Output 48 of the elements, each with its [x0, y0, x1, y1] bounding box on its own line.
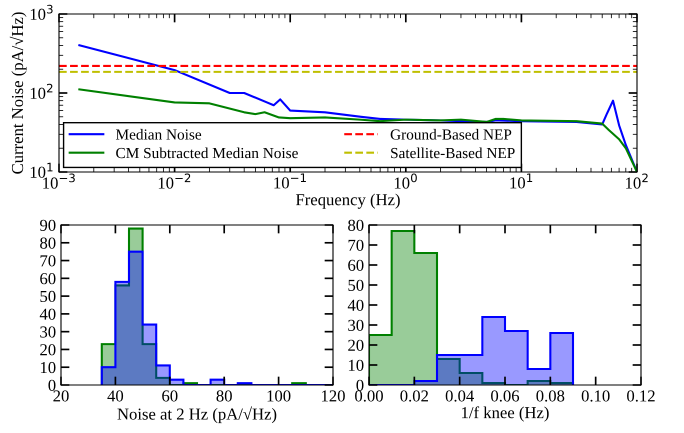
y-tick-label: 10$^{1}$ [30, 162, 52, 178]
x-tick-label: 0.08 [536, 390, 564, 402]
x-tick-label: 0.00 [355, 390, 383, 402]
y-tick-label: 20 [40, 344, 56, 356]
x-tick-label: 80 [216, 390, 232, 402]
x-tick-label: 120 [322, 390, 345, 402]
y-tick-label: 0 [356, 380, 364, 391]
legend-label: Median Noise [116, 128, 202, 140]
y-tick-label: 10 [40, 362, 56, 374]
y-tick-label: 70 [40, 255, 56, 266]
x-tick-label: 20 [53, 390, 69, 402]
y-axis-title: Current Noise (pA/√Hz) [10, 12, 27, 174]
y-tick-label: 0 [48, 380, 56, 391]
y-tick-label: 10$^{2}$ [30, 84, 52, 99]
x-tick-label: 0.02 [400, 390, 428, 402]
x-tick-label: 0.10 [582, 390, 610, 402]
x-axis-title: Frequency (Hz) [296, 194, 400, 209]
y-tick-label: 50 [40, 290, 56, 302]
y-tick-label: 30 [40, 326, 56, 338]
y-tick-label: 50 [348, 280, 364, 291]
legend-label: Ground-Based NEP [390, 128, 512, 140]
legend-label: Satellite-Based NEP [391, 147, 515, 158]
y-tick-label: 40 [348, 300, 364, 311]
x-tick-label: 0.06 [491, 390, 520, 402]
y-tick-label: 80 [348, 220, 364, 231]
x-tick-label: 60 [162, 390, 178, 402]
x-tick-label: 10$^{0}$ [394, 173, 417, 189]
y-tick-label: 10 [348, 360, 364, 371]
y-tick-label: 60 [40, 273, 56, 284]
x-tick-label: 0.04 [446, 390, 474, 402]
y-tick-label: 80 [40, 237, 56, 249]
legend-label: CM Subtracted Median Noise [116, 147, 298, 158]
y-tick-label: 60 [348, 260, 364, 271]
y-tick-label: 40 [40, 308, 56, 320]
y-tick-label: 20 [348, 340, 364, 351]
x-tick-label: 10$^{−2}$ [158, 173, 190, 189]
y-tick-label: 90 [40, 220, 56, 231]
y-tick-label: 30 [348, 320, 364, 331]
x-axis-title: 1/f knee (Hz) [462, 406, 549, 422]
x-tick-label: 100 [268, 390, 290, 402]
x-tick-label: 10$^{−1}$ [274, 173, 306, 189]
x-tick-label: 0.12 [627, 390, 655, 402]
x-tick-label: 10$^{1}$ [510, 173, 532, 189]
x-tick-label: 10$^{2}$ [626, 173, 648, 189]
y-tick-label: 10$^{3}$ [30, 4, 53, 20]
x-axis-title: Noise at 2 Hz (pA/√Hz) [117, 406, 276, 424]
x-tick-label: 40 [107, 390, 124, 402]
y-tick-label: 70 [348, 240, 364, 251]
